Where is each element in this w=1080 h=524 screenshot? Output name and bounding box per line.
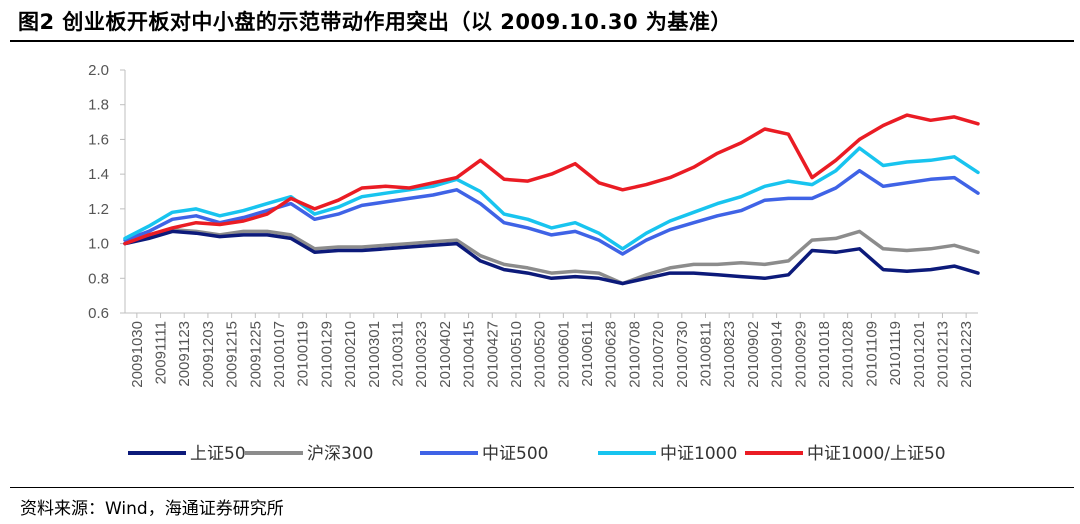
y-tick-label: 1.8 <box>88 97 109 114</box>
x-tick-label: 20100611 <box>579 321 596 387</box>
x-tick-label: 20091030 <box>129 321 146 388</box>
x-tick-label: 20091215 <box>224 321 241 388</box>
x-tick-label: 20100510 <box>508 321 525 388</box>
y-tick-label: 1.2 <box>88 201 109 218</box>
x-tick-label: 20101119 <box>887 321 904 386</box>
y-tick-label: 2.0 <box>88 62 109 79</box>
x-tick-label: 20100323 <box>413 321 430 388</box>
x-tick-label: 20091123 <box>176 321 193 387</box>
series-layer <box>123 113 980 286</box>
x-axis: 20091030 20091111 20091123 20091203 20091215… <box>125 312 978 388</box>
y-tick-label: 1.0 <box>88 236 109 253</box>
series-line-3 <box>123 146 980 251</box>
series-line-1 <box>123 227 980 286</box>
x-tick-label: 20101018 <box>816 321 833 388</box>
x-tick-label: 20101201 <box>911 321 928 388</box>
x-tick-label: 20100628 <box>603 321 620 388</box>
legend: 上证50 沪深300 中证500 中证1000 中证1000/上证50 <box>128 444 946 464</box>
x-tick-label: 20100902 <box>745 321 762 388</box>
x-tick-label: 20100823 <box>721 321 738 388</box>
x-tick-label: 20091111 <box>153 321 170 384</box>
x-tick-label: 20101109 <box>863 321 880 387</box>
x-tick-label: 20100311 <box>389 321 406 387</box>
x-tick-label: 20101028 <box>840 321 857 388</box>
line-chart: 0.6 0.8 1.0 1.2 1.4 1.6 1.8 2.0 20091030 2009111… <box>88 62 980 464</box>
x-tick-label: 20100914 <box>769 321 786 388</box>
x-tick-label: 20100129 <box>318 321 335 388</box>
series-line-0 <box>123 229 980 286</box>
legend-label: 中证1000 <box>660 444 737 464</box>
x-tick-label: 20091225 <box>247 321 264 388</box>
figure-title: 图2 创业板开板对中小盘的示范带动作用突出（以 2009.10.30 为基准） <box>18 10 732 34</box>
x-tick-label: 20100402 <box>437 321 454 388</box>
y-tick-label: 1.4 <box>88 166 109 183</box>
x-tick-label: 20100119 <box>295 321 312 387</box>
x-tick-label: 20100520 <box>532 321 549 388</box>
source-note: 资料来源：Wind，海通证券研究所 <box>20 499 284 519</box>
x-tick-label: 20100210 <box>342 321 359 388</box>
x-tick-label: 20100301 <box>366 321 383 388</box>
x-tick-label: 20100427 <box>484 321 501 388</box>
legend-label: 沪深300 <box>307 444 373 464</box>
x-tick-label: 20100107 <box>271 321 288 388</box>
x-tick-label: 20091203 <box>200 321 217 388</box>
series-line-2 <box>123 168 980 256</box>
x-tick-label: 20101213 <box>934 321 951 388</box>
legend-label: 上证50 <box>190 444 246 464</box>
y-tick-label: 0.6 <box>88 305 109 322</box>
source-divider <box>10 487 1074 488</box>
x-tick-label: 20100730 <box>674 321 691 388</box>
y-tick-label: 1.6 <box>88 131 109 148</box>
x-tick-label: 20100720 <box>650 321 667 388</box>
x-tick-label: 20100415 <box>461 321 478 388</box>
y-tick-label: 0.8 <box>88 270 109 287</box>
legend-label: 中证500 <box>482 444 548 464</box>
x-tick-label: 20101223 <box>958 321 975 388</box>
x-tick-label: 20100708 <box>626 321 643 388</box>
title-divider <box>10 40 1074 42</box>
x-tick-label: 20100601 <box>555 321 572 388</box>
x-tick-label: 20100929 <box>792 321 809 388</box>
legend-label: 中证1000/上证50 <box>807 444 946 464</box>
y-axis: 0.6 0.8 1.0 1.2 1.4 1.6 1.8 2.0 <box>88 62 126 322</box>
x-tick-label: 20100811 <box>698 321 715 387</box>
series-line-4 <box>123 113 980 246</box>
